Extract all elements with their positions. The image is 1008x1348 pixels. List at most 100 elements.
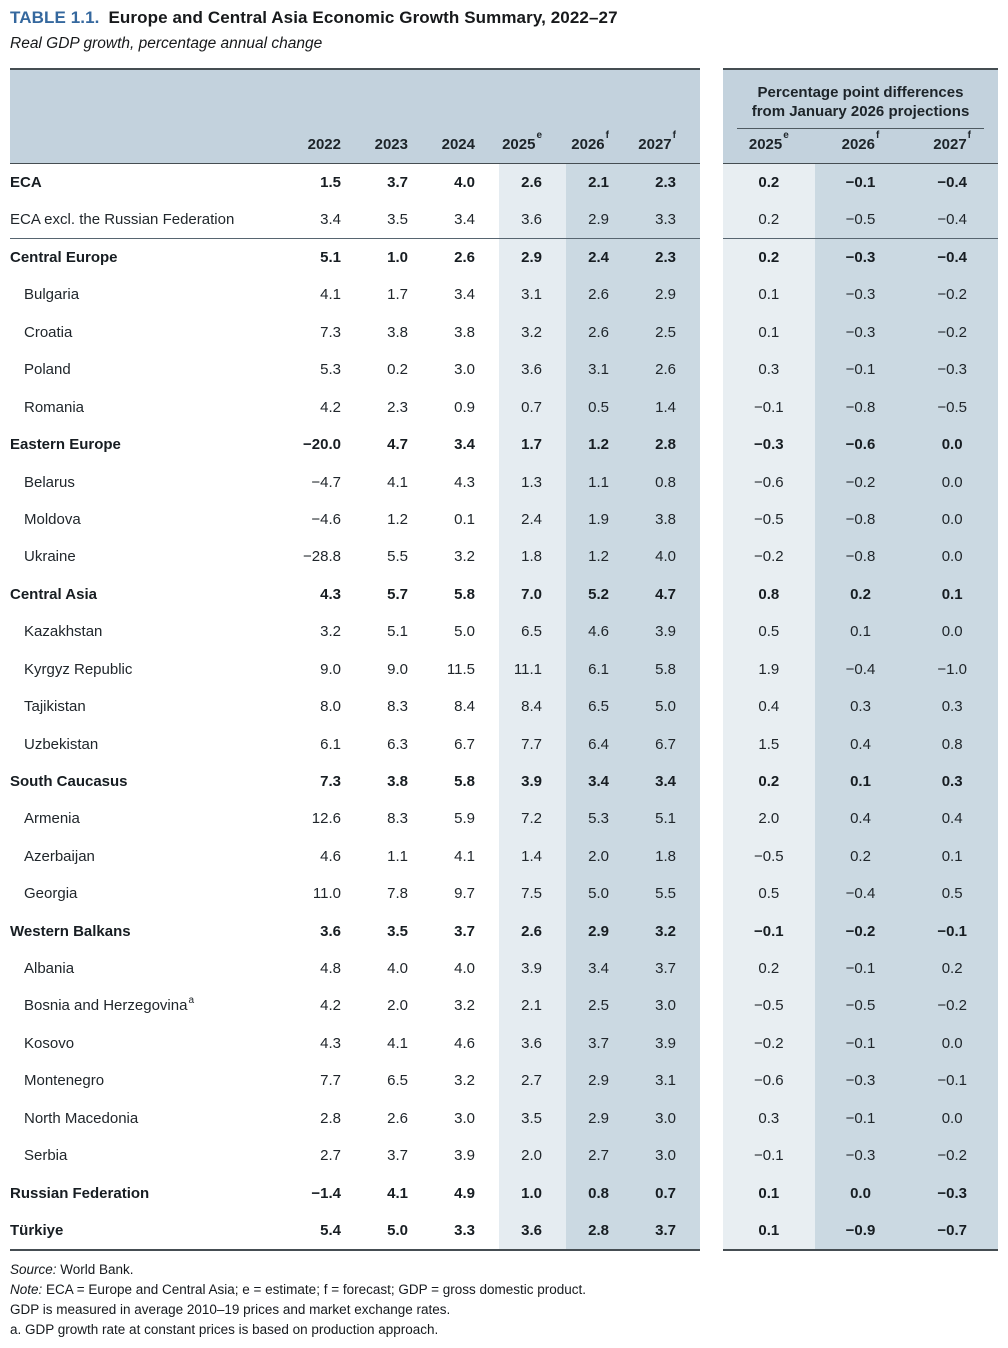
table-number: TABLE 1.1. [10, 8, 100, 27]
value-2023: 3.7 [387, 1147, 408, 1165]
table-row-diffs: 0.2 0.1 0.3 [723, 762, 998, 801]
diff-2025: −0.1 [723, 1136, 815, 1175]
column-header-2023: 2023 [374, 136, 408, 153]
table-row: Armenia 12.6 8.3 5.9 7.2 5.3 5.1 [10, 800, 700, 838]
table-row-diffs: −0.1 −0.8 −0.5 [723, 388, 998, 426]
table-row: Western Balkans 3.6 3.5 3.7 2.6 2.9 3.2 [10, 912, 700, 950]
diff-2027: 0.0 [906, 1024, 998, 1063]
table-row: Belarus −4.7 4.1 4.3 1.3 1.1 0.8 [10, 463, 700, 501]
value-2025: 8.4 [499, 687, 566, 726]
value-2022: −1.4 [311, 1184, 341, 1202]
value-2022: 5.4 [320, 1222, 341, 1240]
superscript: a [188, 995, 195, 1007]
row-label: Belarus [24, 473, 75, 491]
value-2022: 4.3 [320, 1034, 341, 1052]
table-subtitle: Real GDP growth, percentage annual chang… [10, 35, 323, 52]
table-row: Kosovo 4.3 4.1 4.6 3.6 3.7 3.9 [10, 1024, 700, 1063]
diff-2027: 0.0 [906, 1099, 998, 1137]
value-2023: 0.2 [387, 361, 408, 379]
value-2025: 7.7 [499, 725, 566, 763]
projection-differences-body: 0.2 −0.1 −0.4 0.2 −0.5 −0.4 0.2 −0.3 −0.4 0.1 −0.3… [723, 164, 998, 1250]
value-2024: 5.8 [454, 585, 475, 603]
value-2027: 3.4 [633, 762, 700, 801]
value-2026: 3.4 [566, 949, 633, 988]
value-2023: 8.3 [387, 698, 408, 716]
diff-2027: 0.5 [906, 875, 998, 913]
table-row: Georgia 11.0 7.8 9.7 7.5 5.0 5.5 [10, 875, 700, 913]
value-2024: 4.6 [454, 1034, 475, 1052]
row-label: ECA excl. the Russian Federation [10, 211, 235, 229]
value-2027: 2.6 [633, 351, 700, 389]
value-2025: 7.2 [499, 800, 566, 838]
value-2025: 3.6 [499, 1024, 566, 1063]
column-header-2022: 2022 [307, 136, 341, 153]
value-2027: 3.8 [633, 500, 700, 539]
value-2026: 2.6 [566, 276, 633, 314]
projection-differences-panel: Percentage point differences from Januar… [723, 68, 998, 1252]
value-2022: 7.7 [320, 1072, 341, 1090]
row-label: Eastern Europe [10, 436, 121, 454]
value-2025: 2.4 [499, 500, 566, 539]
value-2027: 3.7 [633, 1211, 700, 1250]
diff-2026: −0.3 [814, 238, 907, 277]
value-2027: 2.9 [633, 276, 700, 314]
table-row-diffs: −0.5 −0.8 0.0 [723, 500, 998, 539]
value-2024: 3.2 [454, 997, 475, 1015]
value-2022: −20.0 [303, 436, 341, 454]
table-row-diffs: 0.8 0.2 0.1 [723, 575, 998, 614]
value-2025: 1.7 [499, 425, 566, 464]
diff-2027: 0.3 [906, 687, 998, 726]
diff-2025: −0.6 [723, 463, 815, 501]
value-2027: 3.0 [633, 1099, 700, 1137]
value-2026: 2.8 [566, 1211, 633, 1250]
diff-2025: 0.2 [723, 949, 815, 988]
diff-2025: 0.1 [723, 1211, 815, 1250]
footnote-note: Note: ECA = Europe and Central Asia; e =… [10, 1280, 998, 1300]
value-2026: 2.0 [566, 837, 633, 876]
value-2024: 3.4 [454, 286, 475, 304]
diff-2027: −0.4 [906, 201, 998, 238]
value-2023: 8.3 [387, 810, 408, 828]
superscript: f [876, 130, 880, 141]
value-2023: 9.0 [387, 660, 408, 678]
value-2023: 3.5 [387, 211, 408, 229]
diff-2026: 0.3 [814, 687, 907, 726]
diff-2027: 0.2 [906, 949, 998, 988]
table-row-diffs: 0.5 −0.4 0.5 [723, 875, 998, 913]
value-2022: 1.5 [320, 174, 341, 192]
projection-differences-year-row: 2025e 2026f 2027f [723, 129, 998, 163]
superscript: e [536, 130, 542, 141]
diff-2025: −0.2 [723, 1024, 815, 1063]
row-label: Kyrgyz Republic [24, 660, 133, 678]
diff-2026: 0.2 [814, 837, 907, 876]
value-2025: 3.5 [499, 1099, 566, 1137]
value-2022: 11.0 [312, 885, 341, 903]
value-2024: 3.3 [454, 1222, 475, 1240]
diff-2025: 1.5 [723, 725, 815, 763]
diff-2025: 0.5 [723, 875, 815, 913]
diff-2026: −0.1 [814, 949, 907, 988]
footnote-note-text: ECA = Europe and Central Asia; e = estim… [42, 1282, 587, 1298]
diff-2026: −0.1 [814, 1024, 907, 1063]
value-2027: 0.8 [633, 463, 700, 501]
diff-2026: −0.1 [814, 351, 907, 389]
value-2024: 4.0 [454, 960, 475, 978]
value-2023: 5.1 [387, 623, 408, 641]
row-label: Bosnia and Herzegovina a [24, 995, 195, 1015]
diff-2026: −0.4 [814, 650, 907, 688]
table-row-diffs: −0.5 −0.5 −0.2 [723, 987, 998, 1025]
value-2024: 5.0 [454, 623, 475, 641]
value-2022: 4.3 [320, 585, 341, 603]
value-2027: 3.3 [633, 201, 700, 238]
table-row-diffs: 2.0 0.4 0.4 [723, 800, 998, 838]
diff-2025: 0.1 [723, 313, 815, 352]
gdp-growth-panel: 2022 2023 2024 2025e 2026f 2027f ECA 1.5 3.7 4.0… [10, 68, 700, 1252]
value-2025: 2.7 [499, 1062, 566, 1100]
value-2027: 3.2 [633, 912, 700, 950]
table-row: Serbia 2.7 3.7 3.9 2.0 2.7 3.0 [10, 1136, 700, 1175]
value-2022: 4.2 [320, 398, 341, 416]
column-header-2027: 2027f [638, 130, 676, 153]
value-2024: 6.7 [454, 735, 475, 753]
diff-2027: −0.2 [906, 276, 998, 314]
value-2026: 2.9 [566, 1062, 633, 1100]
